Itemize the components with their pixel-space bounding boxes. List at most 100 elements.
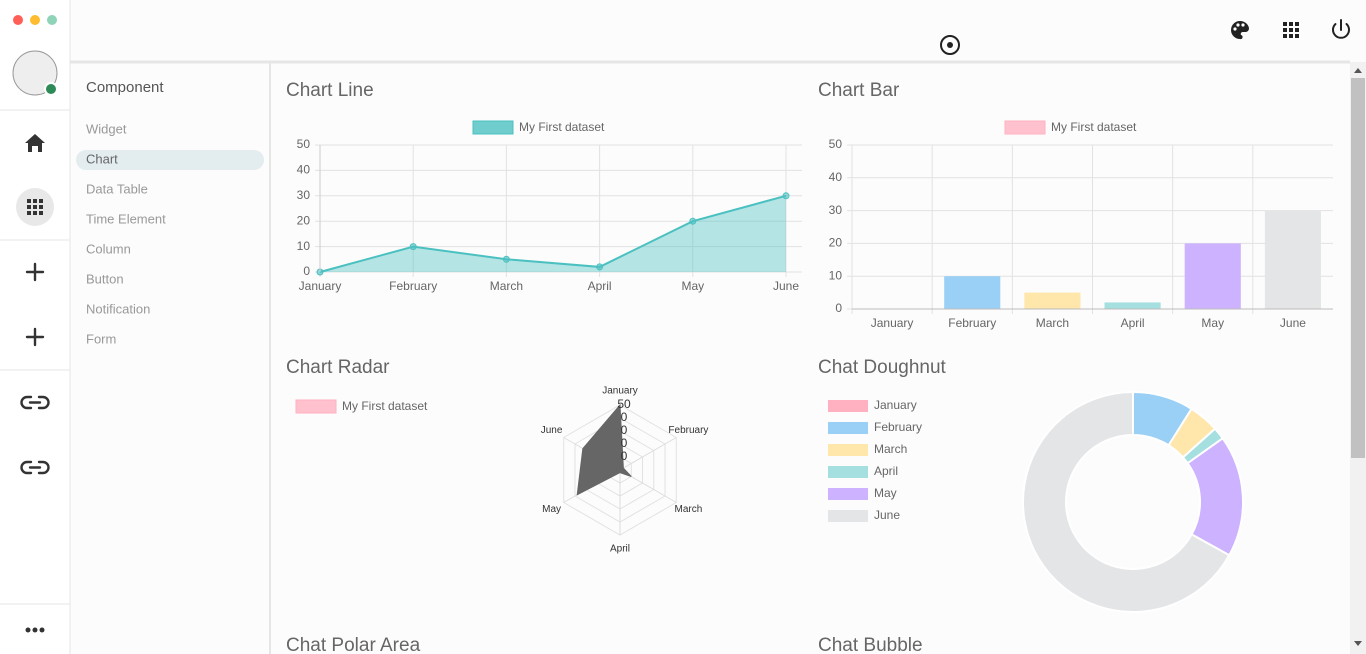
- y-tick-label: 20: [297, 213, 311, 227]
- legend-label[interactable]: January: [874, 398, 917, 412]
- menu-title: Component: [86, 79, 164, 96]
- point-label: April: [610, 544, 630, 555]
- y-tick-label: 0: [835, 301, 842, 315]
- section-title: Chat Polar Area: [286, 635, 421, 654]
- home-icon[interactable]: [25, 134, 45, 152]
- x-tick-label: May: [681, 279, 704, 293]
- line: [319, 194, 787, 273]
- spoke: [619, 437, 677, 471]
- menu-item[interactable]: Form: [86, 331, 116, 346]
- r-tick-label: 50: [617, 397, 631, 411]
- point-label: February: [668, 425, 708, 436]
- more-icon[interactable]: [25, 627, 45, 633]
- bar: [1264, 210, 1321, 309]
- y-tick-label: 50: [829, 137, 843, 151]
- legend-swatch[interactable]: [828, 488, 868, 500]
- target-icon[interactable]: [940, 35, 960, 55]
- legend-swatch[interactable]: [472, 120, 514, 135]
- point-label: January: [602, 386, 638, 397]
- section-title: Chat Bubble: [818, 635, 923, 654]
- window-min[interactable]: [30, 15, 40, 25]
- y-tick-label: 0: [303, 264, 310, 278]
- area: [320, 195, 786, 272]
- legend-swatch[interactable]: [828, 400, 868, 412]
- point: [596, 263, 604, 271]
- legend-swatch[interactable]: [828, 422, 868, 434]
- menu-item[interactable]: Chart: [86, 151, 118, 166]
- menu-item[interactable]: Data Table: [86, 181, 148, 196]
- add-icon[interactable]: [25, 262, 45, 282]
- menu-item[interactable]: Time Element: [86, 211, 166, 226]
- legend-label[interactable]: My First dataset: [1051, 120, 1137, 134]
- point-label: March: [675, 504, 703, 515]
- doughnut-slice[interactable]: [1022, 390, 1231, 613]
- legend-label[interactable]: My First dataset: [342, 399, 428, 413]
- x-tick-label: June: [1280, 316, 1306, 330]
- r-tick-label: 0: [621, 449, 628, 463]
- legend-swatch[interactable]: [828, 466, 868, 478]
- menu-item[interactable]: Notification: [86, 301, 150, 316]
- bar: [1104, 302, 1161, 309]
- add-icon[interactable]: [25, 327, 45, 347]
- avatar[interactable]: [12, 50, 58, 96]
- y-tick-label: 40: [829, 170, 843, 184]
- point: [782, 192, 790, 200]
- menu-item[interactable]: Widget: [86, 121, 127, 136]
- point: [409, 243, 417, 251]
- legend-swatch[interactable]: [828, 510, 868, 522]
- y-tick-label: 40: [297, 163, 311, 177]
- legend-swatch[interactable]: [828, 444, 868, 456]
- window-close[interactable]: [13, 15, 23, 25]
- icon-bar: [0, 0, 70, 654]
- point-label: June: [541, 425, 563, 436]
- power-icon[interactable]: [1332, 19, 1350, 39]
- chart-title: Chart Line: [286, 80, 374, 101]
- y-tick-label: 10: [297, 239, 311, 253]
- legend-label[interactable]: April: [874, 464, 898, 478]
- legend-label[interactable]: June: [874, 508, 900, 522]
- palette-dots: [1233, 23, 1245, 31]
- content: Widget Chart Data Table Time Element Column B…: [86, 80, 1333, 654]
- menu-item[interactable]: Column: [86, 241, 131, 256]
- x-tick-label: March: [1036, 316, 1069, 330]
- y-tick-label: 50: [297, 137, 311, 151]
- legend-swatch[interactable]: [1004, 120, 1046, 135]
- scrollbar-thumb[interactable]: [1351, 78, 1365, 458]
- x-tick-label: April: [1121, 316, 1145, 330]
- x-tick-label: May: [1201, 316, 1224, 330]
- status-dot: [44, 82, 58, 96]
- window-max[interactable]: [47, 15, 57, 25]
- bar: [1184, 243, 1241, 309]
- link-icon[interactable]: [20, 460, 50, 475]
- r-tick-label: 0: [621, 436, 628, 450]
- point: [502, 255, 510, 263]
- radar-area: [576, 403, 632, 496]
- y-tick-label: 10: [829, 268, 843, 282]
- x-tick-label: February: [389, 279, 437, 293]
- x-tick-label: April: [588, 279, 612, 293]
- chart-title: Chart Radar: [286, 357, 390, 378]
- r-tick-label: 0: [621, 423, 628, 437]
- legend-label[interactable]: My First dataset: [519, 120, 605, 134]
- menu-item[interactable]: Button: [86, 271, 124, 286]
- target-dot: [947, 42, 953, 48]
- y-tick-label: 30: [297, 188, 311, 202]
- legend-label[interactable]: February: [874, 420, 922, 434]
- y-tick-label: 30: [829, 203, 843, 217]
- chart-title: Chart Bar: [818, 80, 900, 101]
- legend-swatch[interactable]: [295, 399, 337, 414]
- bar: [944, 276, 1001, 309]
- legend-label[interactable]: March: [874, 442, 907, 456]
- x-tick-label: March: [490, 279, 523, 293]
- chart-title: Chat Doughnut: [818, 357, 947, 378]
- apps-icon[interactable]: [27, 199, 43, 215]
- grid-icon[interactable]: [1283, 22, 1299, 38]
- y-tick-label: 20: [829, 236, 843, 250]
- bar: [1024, 292, 1081, 309]
- legend-label[interactable]: May: [874, 486, 897, 500]
- link-icon[interactable]: [20, 395, 50, 410]
- x-tick-label: January: [871, 316, 914, 330]
- x-tick-label: June: [773, 279, 799, 293]
